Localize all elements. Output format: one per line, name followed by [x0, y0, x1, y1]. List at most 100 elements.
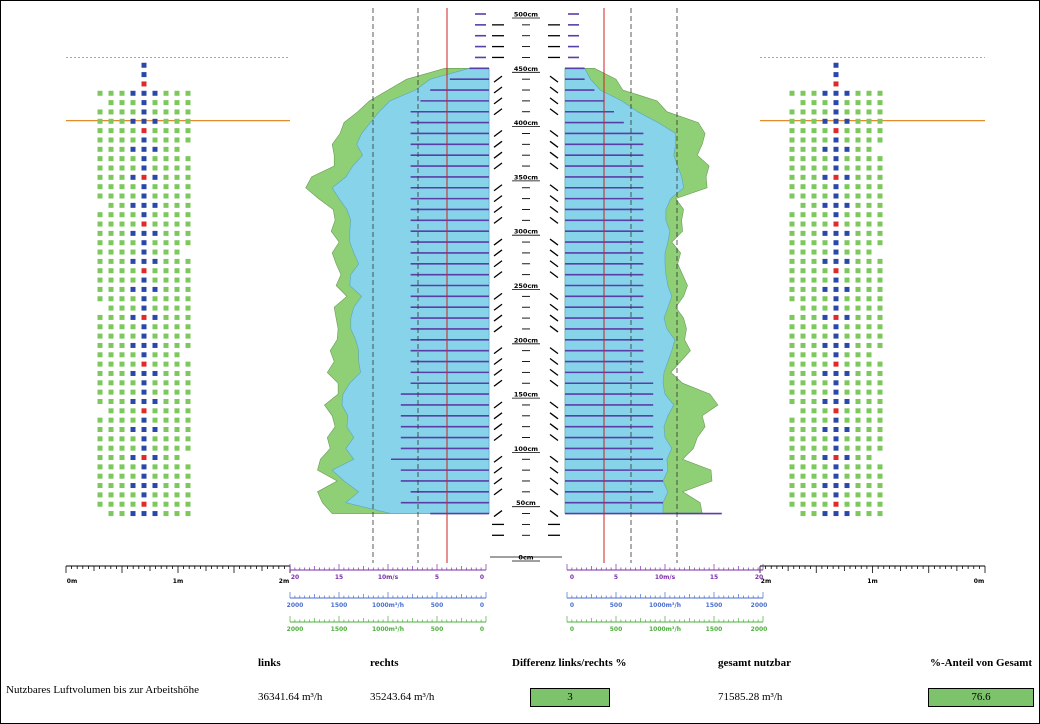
right-square — [790, 324, 795, 329]
left-flow-green-axis-label: 500 — [431, 626, 444, 633]
left-square — [186, 474, 191, 479]
left-square — [98, 399, 103, 404]
left-square — [98, 109, 103, 114]
left-square — [98, 194, 103, 199]
left-square — [131, 324, 136, 329]
left-arrow-mark — [494, 76, 502, 82]
right-square — [812, 231, 817, 236]
right-square — [834, 259, 839, 264]
left-square — [175, 259, 180, 264]
right-square — [878, 399, 883, 404]
left-square — [120, 334, 125, 339]
left-flow-green-axis-label: 1500 — [331, 626, 348, 633]
left-square — [153, 109, 158, 114]
right-arrow-mark — [550, 272, 558, 278]
left-arrow-mark — [494, 456, 502, 462]
right-square — [856, 147, 861, 152]
left-square — [98, 352, 103, 357]
left-square — [131, 362, 136, 367]
left-square — [142, 212, 147, 217]
right-square — [834, 427, 839, 432]
left-square — [131, 259, 136, 264]
right-square — [878, 231, 883, 236]
right-square — [812, 165, 817, 170]
right-arrow-mark — [550, 130, 558, 136]
left-square — [131, 222, 136, 227]
right-square — [878, 334, 883, 339]
left-square — [98, 464, 103, 469]
left-square — [153, 492, 158, 497]
right-square — [801, 362, 806, 367]
left-square — [142, 399, 147, 404]
right-square — [801, 436, 806, 441]
left-square — [109, 287, 114, 292]
left-square — [109, 109, 114, 114]
right-arrow-mark — [550, 141, 558, 147]
right-square — [845, 165, 850, 170]
left-square — [153, 147, 158, 152]
right-arrow-mark — [550, 76, 558, 82]
left-square — [175, 455, 180, 460]
right-arrow-mark — [550, 315, 558, 321]
right-square — [823, 296, 828, 301]
left-square — [186, 165, 191, 170]
left-square — [109, 278, 114, 283]
right-square — [845, 100, 850, 105]
right-square — [878, 91, 883, 96]
right-square — [812, 296, 817, 301]
height-label: 200cm — [514, 336, 538, 344]
right-square — [856, 324, 861, 329]
right-square — [834, 315, 839, 320]
right-square — [856, 306, 861, 311]
right-square — [801, 390, 806, 395]
right-square — [812, 212, 817, 217]
right-square — [878, 343, 883, 348]
right-square — [801, 212, 806, 217]
left-square — [186, 203, 191, 208]
right-square — [801, 128, 806, 133]
left-flow-blue-axis-label: 1500 — [331, 602, 348, 609]
right-square — [878, 128, 883, 133]
left-square — [120, 109, 125, 114]
left-square — [109, 259, 114, 264]
left-square — [142, 408, 147, 413]
right-velocity-axis-label: 10m/s — [655, 574, 676, 581]
left-square — [142, 250, 147, 255]
left-arrow-mark — [494, 435, 502, 441]
right-square — [823, 119, 828, 124]
left-square — [186, 259, 191, 264]
left-square — [120, 100, 125, 105]
right-square — [790, 436, 795, 441]
left-square — [109, 137, 114, 142]
left-square — [153, 362, 158, 367]
left-arrow-mark — [494, 163, 502, 169]
left-square — [109, 511, 114, 516]
right-arrow-mark — [550, 478, 558, 484]
left-square — [120, 418, 125, 423]
right-square — [823, 175, 828, 180]
right-square — [812, 259, 817, 264]
left-flow-blue-axis-label: 1000m³/h — [372, 602, 404, 609]
right-square — [845, 156, 850, 161]
right-square — [878, 362, 883, 367]
right-arrow-mark — [550, 163, 558, 169]
left-square — [98, 128, 103, 133]
left-square — [109, 408, 114, 413]
left-square — [164, 231, 169, 236]
right-square — [845, 212, 850, 217]
right-square — [878, 511, 883, 516]
left-arrow-mark — [494, 489, 502, 495]
right-square — [823, 464, 828, 469]
right-square — [812, 474, 817, 479]
left-square — [164, 334, 169, 339]
right-velocity-axis-label: 0 — [570, 574, 574, 581]
right-square — [856, 109, 861, 114]
left-square — [98, 436, 103, 441]
right-velocity-axis-label: 5 — [614, 574, 618, 581]
left-square — [175, 137, 180, 142]
right-arrow-mark — [550, 217, 558, 223]
right-square — [801, 492, 806, 497]
right-square — [867, 268, 872, 273]
right-square — [823, 418, 828, 423]
left-square — [175, 212, 180, 217]
